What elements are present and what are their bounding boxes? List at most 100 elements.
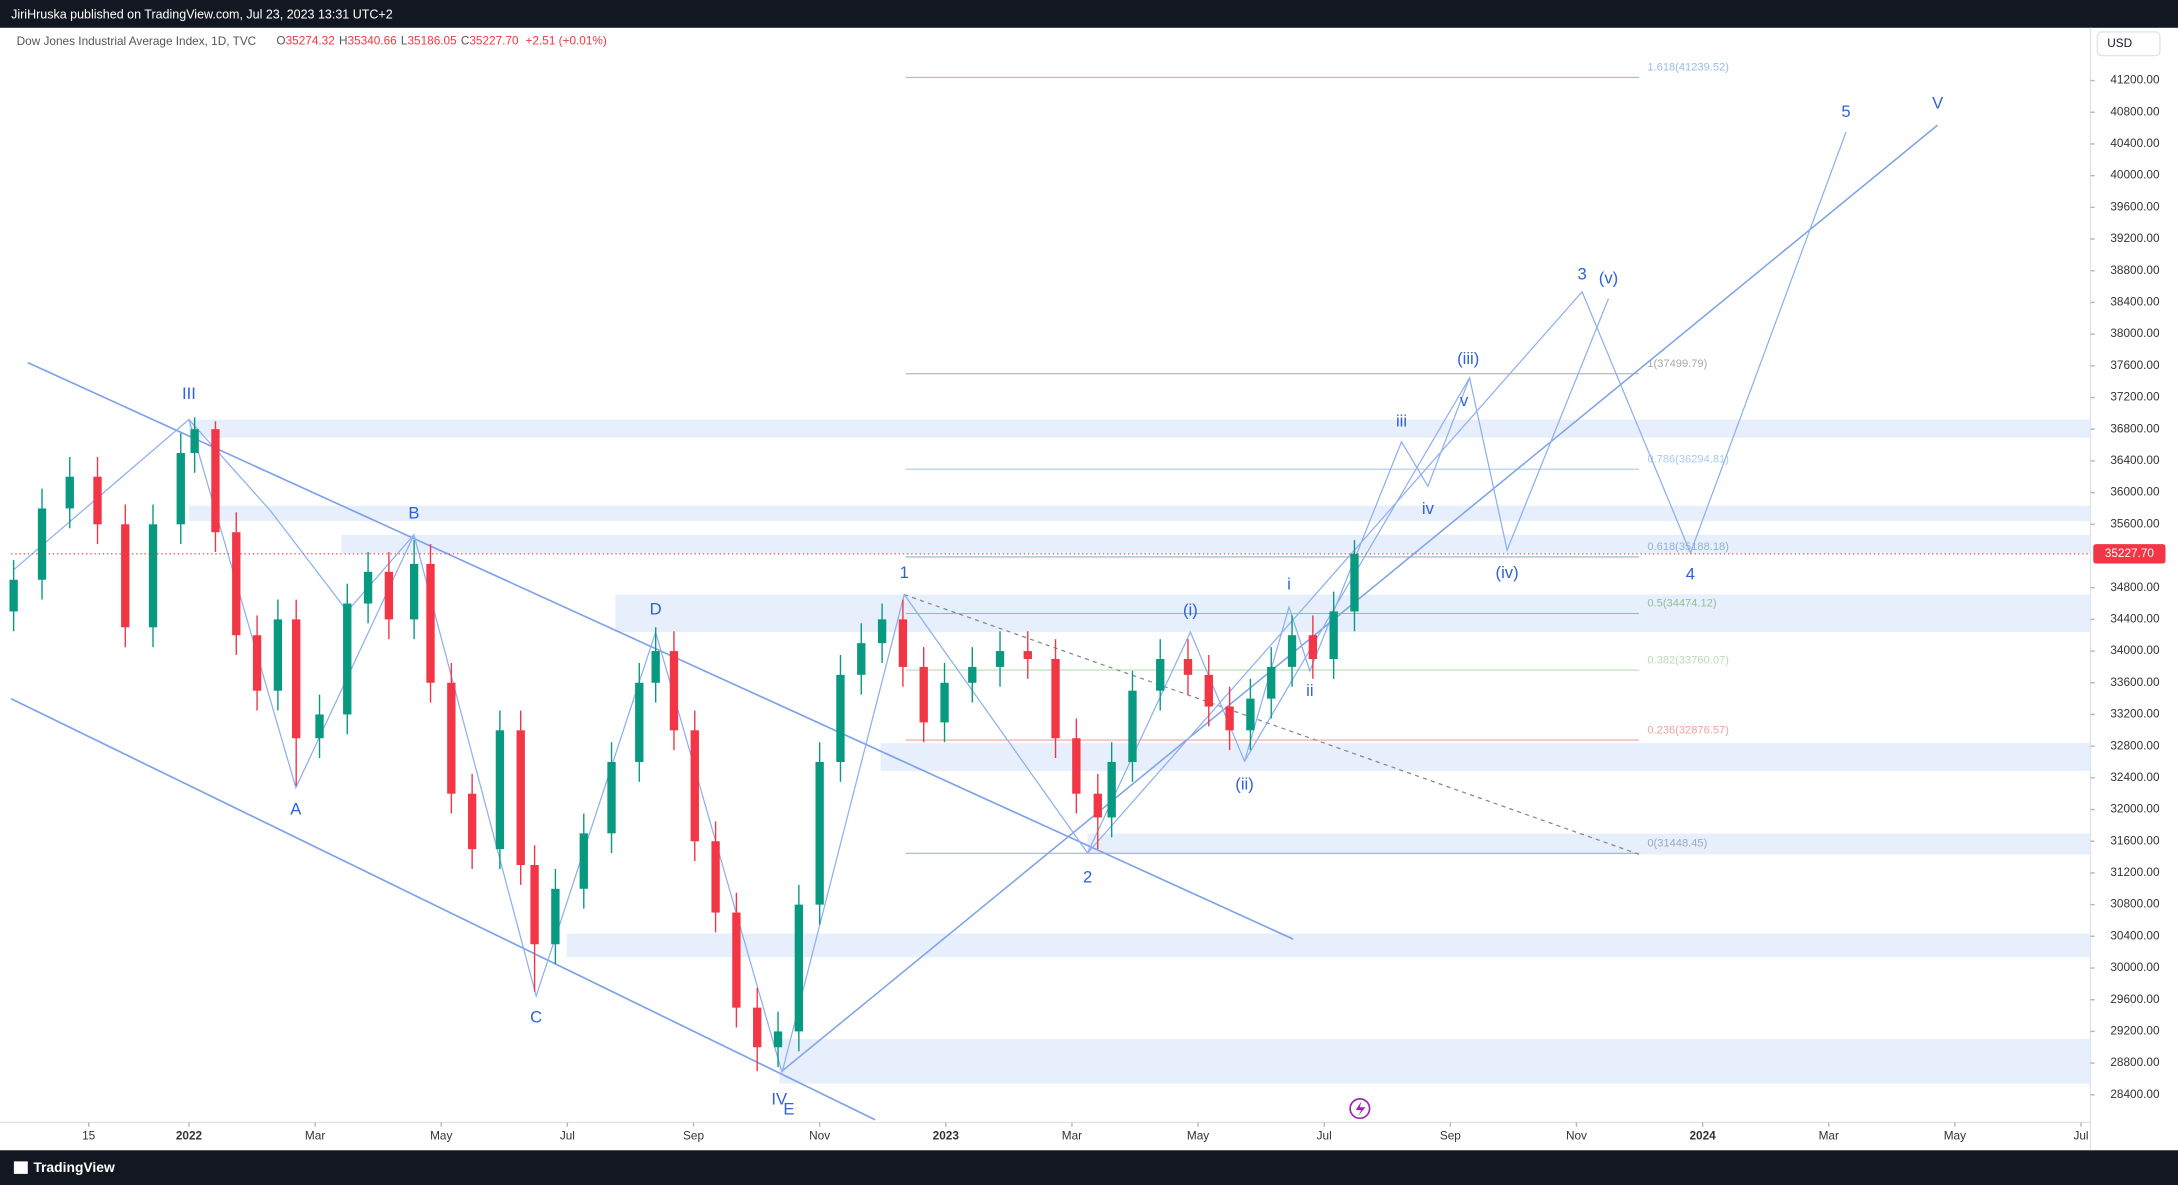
wave-label: 3	[1577, 264, 1586, 283]
candle-body	[343, 603, 352, 715]
candle-body	[1267, 666, 1276, 699]
y-tick-label: 38000.00	[2110, 326, 2160, 340]
top-bar	[0, 0, 2178, 28]
zone	[566, 933, 2091, 958]
candle-body	[1023, 651, 1032, 659]
fib-label: 0.786(36294.81)	[1647, 453, 1729, 465]
wave-label: v	[1460, 391, 1469, 410]
candle-body	[65, 476, 74, 509]
candle-body	[1051, 658, 1060, 739]
y-tick-label: 33200.00	[2110, 707, 2160, 721]
wave-label: (i)	[1183, 601, 1198, 620]
x-tick-label: Mar	[1062, 1128, 1082, 1142]
candle-body	[1107, 762, 1116, 818]
currency-box	[2096, 31, 2161, 57]
candle-body	[176, 452, 185, 525]
wave-label: 5	[1841, 102, 1850, 121]
candle-body	[940, 682, 949, 723]
base-line	[781, 124, 1939, 1072]
y-tick-label: 35600.00	[2110, 516, 2160, 530]
wave-label: E	[783, 1099, 794, 1118]
y-tick-label: 34800.00	[2110, 580, 2160, 594]
candle-body	[968, 666, 977, 683]
zone	[188, 505, 2091, 521]
candle-body	[93, 476, 102, 525]
candle-body	[495, 730, 505, 850]
ohlc-key: C	[461, 34, 470, 48]
fib-label: 1.618(41239.52)	[1647, 62, 1729, 74]
candle-body	[551, 888, 560, 945]
plot-layer: 1.618(41239.52) 1(37499.79) 0.786(36294.81…	[9, 62, 2091, 1121]
y-tick-label: 40800.00	[2110, 104, 2160, 118]
zone	[1087, 833, 2091, 855]
channel-lower	[10, 698, 876, 1121]
candle-body	[690, 730, 699, 842]
candle-body	[857, 643, 866, 675]
wave-label: ii	[1306, 681, 1313, 700]
candle-body	[1246, 698, 1255, 731]
y-tick-label: 32800.00	[2110, 738, 2160, 752]
y-tick-label: 36400.00	[2110, 453, 2160, 467]
wave-label: A	[290, 799, 302, 818]
y-tick-label: 28400.00	[2110, 1087, 2160, 1101]
candle-body	[919, 666, 928, 723]
wave-label: 1	[900, 563, 909, 582]
publisher: JiriHruska published on TradingView.com,…	[11, 8, 393, 22]
y-tick-label: 31200.00	[2110, 865, 2160, 879]
candle-body	[447, 682, 456, 794]
candle-body	[1350, 553, 1359, 612]
x-tick-label: Mar	[305, 1128, 325, 1142]
candle-body	[1183, 658, 1193, 675]
wave-label: III	[182, 384, 196, 403]
y-tick-label: 28800.00	[2110, 1055, 2160, 1069]
fib-label: 0(31448.45)	[1647, 837, 1707, 849]
ohlc-key: O	[276, 34, 285, 48]
candle-body	[651, 651, 660, 683]
wave-label: IV	[771, 1090, 788, 1109]
x-tick-label: 2022	[176, 1128, 203, 1142]
y-tick-label: 29600.00	[2110, 992, 2160, 1006]
logo	[13, 1161, 28, 1174]
candle-body	[1287, 635, 1297, 667]
ohlc-value: 35274.32	[286, 34, 335, 48]
y-tick-label: 29200.00	[2110, 1024, 2160, 1038]
wave-label: D	[650, 599, 662, 618]
y-tick-label: 32000.00	[2110, 802, 2160, 816]
footer-bar	[0, 1150, 2178, 1185]
candle-body	[1308, 635, 1318, 659]
y-tick-label: 36000.00	[2110, 485, 2160, 499]
x-tick-label: Jul	[2073, 1128, 2088, 1142]
event-bolt	[1355, 1101, 1366, 1116]
wave-label: 4	[1686, 565, 1695, 584]
candle-body	[607, 762, 616, 834]
y-tick-label: 37200.00	[2110, 390, 2160, 404]
candle-body	[732, 912, 741, 1008]
candle-body	[37, 508, 47, 580]
candle-body	[877, 619, 887, 644]
candle-body	[121, 524, 130, 628]
y-tick-label: 40400.00	[2110, 136, 2160, 150]
wave-label: V	[1932, 94, 1944, 113]
candle-body	[635, 682, 644, 763]
change: +2.51 (+0.01%)	[526, 34, 607, 48]
ohlc-key: L	[401, 34, 408, 48]
candle-body	[579, 833, 588, 889]
y-tick-label: 30400.00	[2110, 928, 2160, 942]
ohlc-value: 35227.70	[469, 34, 519, 48]
candle-body	[190, 429, 199, 453]
x-tick-label: May	[430, 1128, 452, 1142]
candle-body	[669, 651, 679, 731]
wave-label: iii	[1396, 412, 1407, 431]
event-icon[interactable]	[1349, 1098, 1371, 1120]
candle-body	[815, 762, 824, 905]
y-tick-label: 31600.00	[2110, 833, 2160, 847]
y-tick-label: 32400.00	[2110, 770, 2160, 784]
x-tick-label: 2024	[1689, 1128, 1716, 1142]
x-tick-label: May	[1187, 1128, 1209, 1142]
candle-body	[384, 571, 394, 620]
fib-label: 0.382(33760.07)	[1647, 654, 1729, 666]
candle-body	[273, 619, 283, 691]
candle-body	[252, 635, 262, 691]
y-tick-label: 39200.00	[2110, 231, 2160, 245]
